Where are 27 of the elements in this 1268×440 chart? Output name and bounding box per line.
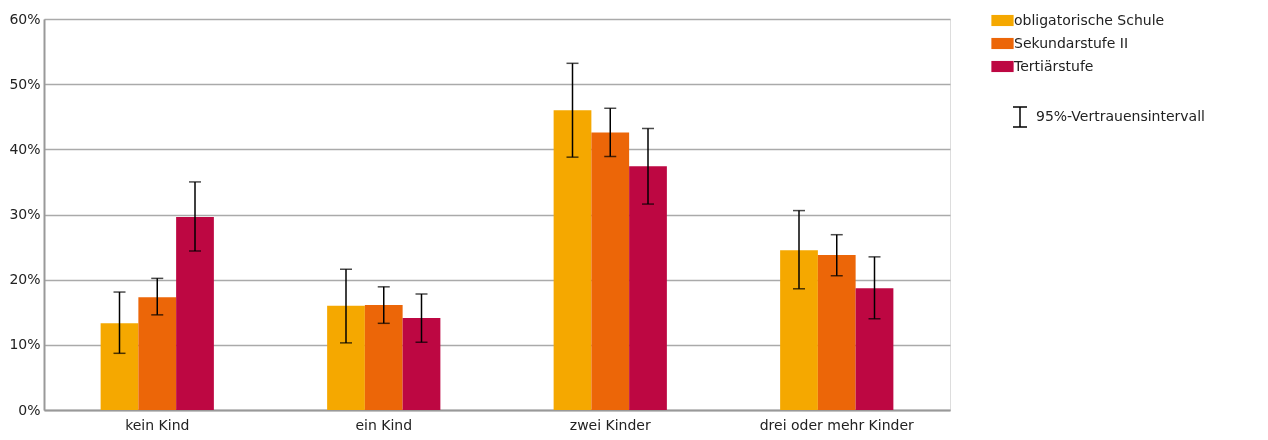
y-tick-label: 50% (9, 75, 41, 92)
bar (402, 318, 441, 410)
y-tick-label: 0% (18, 401, 41, 418)
y-tick-label: 10% (9, 336, 41, 353)
bar (817, 254, 856, 410)
legend-label: Tertiärstufe (1013, 57, 1094, 74)
bar (176, 217, 214, 410)
text: 95%-Vertrauensintervall (1036, 108, 1205, 124)
bar (553, 110, 592, 410)
x-tick-label: drei oder mehr Kinder (759, 416, 915, 433)
bar (364, 305, 403, 410)
x-tick-label: ein Kind (355, 416, 413, 433)
bar (780, 250, 818, 410)
bar (591, 132, 630, 410)
y-tick-label: 60% (9, 10, 41, 27)
y-tick-label: 20% (9, 271, 41, 288)
bar (855, 288, 894, 410)
bar (327, 305, 365, 410)
y-tick-label: 40% (9, 140, 41, 157)
legend-label: Sekundarstufe II (1014, 34, 1129, 51)
bar (100, 323, 139, 410)
y-tick-label: 30% (9, 206, 41, 222)
x-tick-label: kein Kind (125, 416, 190, 433)
legend-label: obligatorische Schule (1014, 11, 1165, 28)
x-tick-label: zwei Kinder (569, 416, 651, 433)
bar (629, 166, 667, 410)
bar (138, 297, 177, 410)
